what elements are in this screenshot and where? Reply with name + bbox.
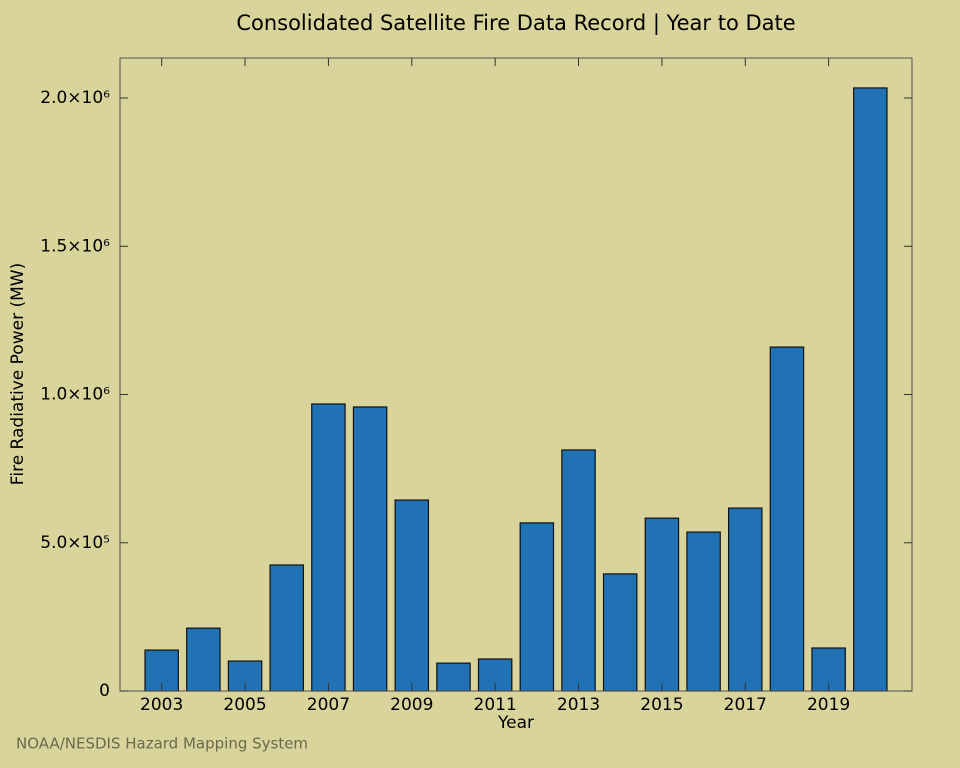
bar	[519, 522, 555, 692]
x-tick-label: 2011	[474, 695, 517, 715]
y-tick-label: 0	[99, 681, 110, 701]
bar	[602, 573, 638, 692]
x-tick-label: 2017	[724, 695, 767, 715]
y-tick-label: 5.0×10⁵	[40, 533, 110, 553]
bar	[269, 564, 305, 692]
bar	[686, 531, 721, 692]
y-tick-label: 1.5×10⁶	[40, 236, 110, 256]
bar	[394, 499, 430, 692]
bar	[311, 403, 346, 692]
bar	[853, 87, 888, 692]
y-tick-label: 1.0×10⁶	[40, 385, 110, 405]
x-tick-label: 2005	[223, 695, 266, 715]
x-tick-label: 2003	[140, 695, 183, 715]
x-tick-label: 2013	[557, 695, 600, 715]
x-tick-label: 2015	[640, 695, 683, 715]
bar	[186, 627, 221, 692]
x-tick-label: 2007	[307, 695, 350, 715]
plot-frame	[119, 57, 913, 692]
bar	[561, 449, 596, 692]
bar	[727, 507, 763, 692]
bar	[769, 346, 805, 692]
y-axis-label: Fire Radiative Power (MW)	[8, 263, 28, 485]
bar	[352, 406, 388, 692]
x-tick-label: 2009	[390, 695, 433, 715]
x-tick-label: 2019	[807, 695, 850, 715]
footer: NOAA/NESDIS Hazard Mapping System	[16, 735, 308, 753]
chart-title: Consolidated Satellite Fire Data Record …	[236, 11, 795, 36]
bar	[644, 517, 680, 692]
bar	[436, 662, 471, 692]
x-axis-label: Year	[497, 713, 534, 733]
y-tick-label: 2.0×10⁶	[40, 88, 110, 108]
